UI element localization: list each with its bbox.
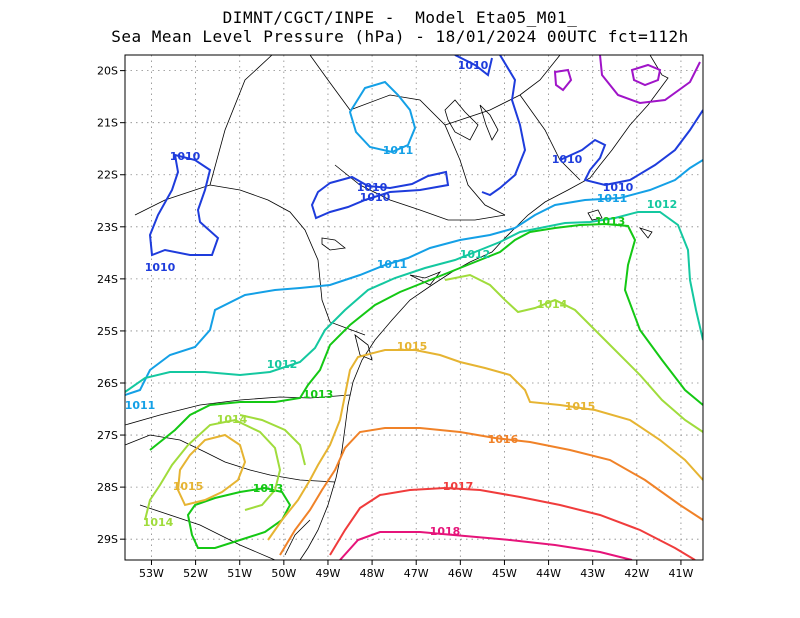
label-1011: 1011 [383, 144, 414, 157]
label-1010: 1010 [170, 150, 201, 163]
y-tick-label: 28S [97, 481, 118, 494]
y-tick-label: 21S [97, 117, 118, 130]
label-1015: 1015 [173, 480, 204, 493]
y-tick-label: 27S [97, 429, 118, 442]
label-1013: 1013 [595, 215, 626, 228]
x-tick-label: 42W [624, 567, 649, 580]
y-tick-label: 29S [97, 533, 118, 546]
label-1014: 1014 [537, 298, 568, 311]
y-tick-label: 26S [97, 377, 118, 390]
title-line-1: DIMNT/CGCT/INPE - Model Eta05_M01_ [222, 8, 578, 27]
latitude-axis: 20S 21S 22S 23S 24S 25S 26S 27S 28S 29S [97, 65, 125, 546]
label-1016: 1016 [488, 433, 519, 446]
label-1010: 1010 [458, 59, 489, 72]
x-tick-label: 52W [183, 567, 208, 580]
label-1010: 1010 [357, 181, 388, 194]
y-tick-label: 20S [97, 65, 118, 78]
label-1013: 1013 [303, 388, 334, 401]
x-tick-label: 51W [227, 567, 252, 580]
label-1011: 1011 [125, 399, 156, 412]
label-1018: 1018 [430, 525, 461, 538]
label-1015: 1015 [397, 340, 428, 353]
label-1011: 1011 [377, 258, 408, 271]
label-1015: 1015 [565, 400, 596, 413]
y-tick-label: 24S [97, 273, 118, 286]
label-1012: 1012 [267, 358, 298, 371]
isobar-labels: 1010 1010 1010 1010 1010 1010 1010 1011 … [125, 59, 678, 538]
label-1013: 1013 [253, 482, 284, 495]
y-tick-label: 23S [97, 221, 118, 234]
label-1010: 1010 [603, 181, 634, 194]
x-tick-label: 45W [492, 567, 517, 580]
x-tick-label: 47W [404, 567, 429, 580]
label-1010: 1010 [552, 153, 583, 166]
x-tick-label: 43W [580, 567, 605, 580]
x-tick-label: 46W [448, 567, 473, 580]
label-1014: 1014 [143, 516, 174, 529]
x-tick-label: 50W [271, 567, 296, 580]
label-1010: 1010 [360, 191, 391, 204]
y-tick-label: 25S [97, 325, 118, 338]
label-1012: 1012 [647, 198, 678, 211]
isobars [125, 55, 703, 560]
label-1011: 1011 [597, 192, 628, 205]
y-tick-label: 22S [97, 169, 118, 182]
label-1012: 1012 [460, 248, 491, 261]
coastline-borders [125, 55, 669, 560]
plot-frame [124, 54, 704, 561]
label-1017: 1017 [443, 480, 474, 493]
x-tick-label: 53W [139, 567, 164, 580]
x-tick-label: 44W [536, 567, 561, 580]
x-tick-label: 48W [360, 567, 385, 580]
label-1014: 1014 [217, 413, 248, 426]
label-1010: 1010 [145, 261, 176, 274]
x-tick-label: 49W [316, 567, 341, 580]
x-tick-label: 41W [669, 567, 694, 580]
title-line-2: Sea Mean Level Pressure (hPa) - 18/01/20… [111, 27, 689, 46]
longitude-axis: 53W 52W 51W 50W 49W 48W 47W 46W 45W 44W 43W 42W 41W [139, 560, 693, 580]
